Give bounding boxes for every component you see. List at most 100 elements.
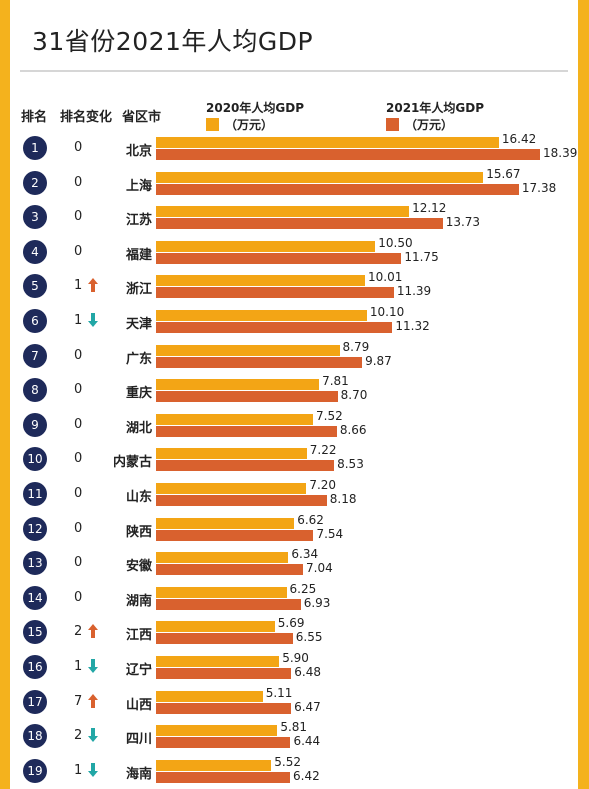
- value-label-2020: 7.81: [322, 374, 349, 389]
- province-label: 湖南: [125, 593, 152, 609]
- rank-badge: 1: [23, 136, 47, 160]
- bar-2021: [156, 149, 540, 160]
- rank-change: 1: [74, 659, 114, 674]
- rank-change-value: 0: [74, 382, 83, 398]
- bar-2020: [156, 448, 307, 460]
- legend-2021-unit: （万元）: [405, 118, 454, 132]
- rank-change-value: 0: [74, 416, 83, 432]
- bar-2020: [156, 656, 280, 667]
- chart-frame: 31省份2021年人均GDP 排名 排名变化 省区市 2020年人均GDP （万…: [10, 0, 578, 789]
- bar-2021: [156, 495, 327, 506]
- bar-2020: [156, 586, 287, 598]
- value-label-2020: 5.11: [265, 685, 293, 700]
- rank-change-value: 2: [74, 624, 83, 640]
- table-row: 3 0 江苏 12.12 13.73: [10, 200, 578, 234]
- value-label-2020: 15.67: [486, 166, 521, 181]
- value-label-2021: 7.54: [316, 526, 344, 541]
- rank-change-value: 0: [74, 209, 83, 225]
- legend-2021-swatch: [386, 118, 399, 131]
- value-label-2021: 8.66: [339, 422, 367, 437]
- table-row: 17 7 山西 5.11 6.47: [10, 685, 578, 719]
- bar-2021: [156, 356, 363, 368]
- rank-badge: 8: [23, 378, 47, 403]
- bar-2020: [156, 517, 295, 529]
- title-divider: [20, 70, 568, 72]
- value-label-2020: 5.69: [277, 616, 305, 631]
- value-label-2020: 5.52: [274, 754, 301, 769]
- value-label-2020: 10.10: [369, 305, 405, 319]
- bar-2021: [156, 391, 338, 403]
- value-label-2021: 8.53: [337, 457, 364, 472]
- bar-2020: [156, 275, 366, 287]
- value-label-2021: 6.55: [295, 630, 323, 645]
- table-row: 1 0 北京 16.42 18.39: [10, 131, 578, 165]
- page-title: 31省份2021年人均GDP: [32, 27, 314, 56]
- province-label: 安徽: [125, 559, 152, 575]
- bar-2021: [156, 425, 337, 437]
- bar-2020: [156, 621, 275, 633]
- rank-change: 0: [74, 348, 114, 363]
- arrow-down-icon: [88, 313, 98, 331]
- value-label-2020: 7.52: [316, 408, 343, 423]
- header-rank: 排名: [21, 110, 48, 125]
- rank-change-value: 1: [74, 278, 83, 294]
- bar-2021: [156, 183, 519, 195]
- rank-change-value: 0: [74, 174, 83, 190]
- rank-change: 0: [74, 175, 114, 190]
- rank-change-value: 1: [74, 762, 83, 778]
- rank-change: 0: [74, 451, 114, 466]
- rank-badge: 16: [23, 655, 47, 679]
- bar-2021: [156, 460, 335, 472]
- rank-change: 0: [74, 590, 114, 605]
- value-label-2020: 7.20: [309, 478, 337, 492]
- bar-2020: [156, 759, 272, 771]
- rank-badge: 13: [23, 551, 47, 576]
- rank-change: 0: [74, 555, 114, 570]
- rank-change: 0: [74, 521, 114, 536]
- value-label-2021: 6.93: [303, 595, 331, 610]
- bar-2020: [156, 690, 263, 702]
- bar-2021: [156, 702, 292, 714]
- value-label-2021: 18.39: [543, 146, 578, 160]
- bar-2020: [156, 552, 289, 564]
- province-label: 陕西: [125, 524, 152, 540]
- arrow-down-icon: [88, 659, 98, 677]
- value-label-2020: 5.81: [280, 720, 308, 735]
- bar-2021: [156, 668, 292, 679]
- table-row: 7 0 广东 8.79 9.87: [10, 339, 578, 373]
- value-label-2021: 7.04: [306, 561, 333, 576]
- arrow-up-icon: [88, 278, 98, 296]
- rank-change: 2: [74, 624, 114, 639]
- value-label-2020: 10.50: [378, 235, 413, 250]
- rank-change: 7: [74, 693, 114, 709]
- bar-2020: [156, 379, 320, 391]
- bar-2021: [156, 564, 303, 576]
- bar-2020: [156, 413, 314, 425]
- bar-2021: [156, 737, 291, 749]
- rank-badge: 2: [23, 170, 47, 195]
- table-row: 18 2 四川 5.81 6.44: [10, 719, 578, 753]
- rank-change: 0: [74, 382, 114, 397]
- value-label-2020: 16.42: [501, 132, 537, 146]
- province-label: 北京: [125, 144, 152, 159]
- legend-2020: 2020年人均GDP （万元）: [206, 99, 304, 133]
- value-label-2020: 10.01: [368, 270, 403, 285]
- table-row: 15 2 江西 5.69 6.55: [10, 615, 578, 649]
- bar-2020: [156, 240, 376, 252]
- bar-2020: [156, 171, 484, 183]
- value-label-2021: 6.47: [294, 699, 321, 714]
- bar-2021: [156, 598, 301, 610]
- rank-change: 0: [74, 244, 114, 259]
- legend-2021: 2021年人均GDP （万元）: [386, 99, 484, 133]
- legend-2020-swatch: [206, 118, 219, 131]
- header-rank-change: 排名变化: [60, 110, 113, 125]
- value-label-2021: 9.87: [365, 353, 392, 368]
- rank-change: 2: [74, 728, 114, 743]
- arrow-down-icon: [88, 762, 98, 781]
- arrow-down-icon: [88, 728, 98, 746]
- legend-2021-label: 2021年人均GDP: [386, 101, 485, 115]
- arrow-up-icon: [88, 624, 98, 642]
- table-row: 9 0 湖北 7.52 8.66: [10, 408, 578, 442]
- rank-change: 0: [74, 140, 114, 155]
- table-row: 10 0 内蒙古 7.22 8.53: [10, 442, 578, 476]
